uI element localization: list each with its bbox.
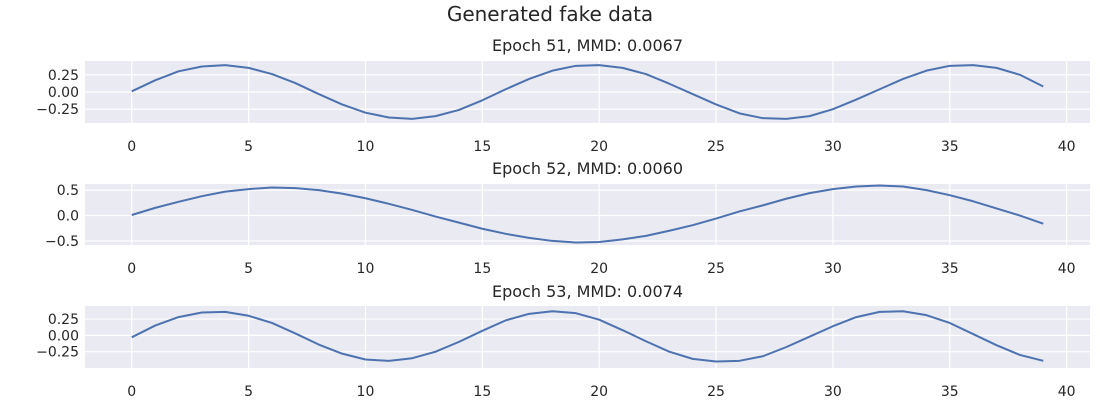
x-tick-label: 30 bbox=[824, 261, 842, 277]
y-tick-label: 0.00 bbox=[48, 328, 79, 344]
series-line bbox=[131, 310, 1044, 363]
chart-title: Epoch 51, MMD: 0.0067 bbox=[492, 36, 683, 55]
x-tick-label: 5 bbox=[244, 384, 253, 400]
y-tick-label: 0.25 bbox=[48, 312, 79, 328]
x-tick-label: 35 bbox=[941, 139, 959, 155]
x-tick-label: 25 bbox=[707, 139, 725, 155]
plot-area bbox=[85, 306, 1090, 368]
y-tick-label: 0.5 bbox=[57, 183, 79, 199]
x-tick-label: 20 bbox=[590, 384, 608, 400]
y-tick-label: −0.25 bbox=[36, 345, 79, 361]
x-tick-label: 0 bbox=[127, 384, 136, 400]
x-tick-label: 20 bbox=[590, 139, 608, 155]
figure-title: Generated fake data bbox=[446, 2, 654, 26]
x-tick-label: 15 bbox=[473, 261, 491, 277]
chart-2: 0 5 10 15 20 25 30 35 40 0.5 0.0 −0.5 Epoch 52, MMD:… bbox=[45, 159, 1090, 277]
x-tick-label: 0 bbox=[127, 261, 136, 277]
x-tick-label: 40 bbox=[1058, 139, 1076, 155]
series-line bbox=[131, 184, 1044, 244]
x-tick-label: 15 bbox=[473, 384, 491, 400]
y-tick-label: −0.25 bbox=[36, 102, 79, 118]
series-line bbox=[131, 64, 1044, 120]
x-tick-label: 30 bbox=[824, 384, 842, 400]
x-tick-label: 10 bbox=[357, 384, 375, 400]
x-tick-label: 20 bbox=[590, 261, 608, 277]
y-tick-label: 0.0 bbox=[57, 209, 79, 225]
chart-title: Epoch 53, MMD: 0.0074 bbox=[492, 282, 683, 301]
x-tick-label: 35 bbox=[941, 384, 959, 400]
x-tick-label: 40 bbox=[1058, 261, 1076, 277]
x-tick-label: 5 bbox=[244, 261, 253, 277]
y-tick-label: 0.00 bbox=[48, 85, 79, 101]
chart-title: Epoch 52, MMD: 0.0060 bbox=[492, 159, 683, 178]
x-tick-label: 35 bbox=[941, 261, 959, 277]
chart-3: 0 5 10 15 20 25 30 35 40 0.250.00−0.25 Epoch 53, M… bbox=[36, 282, 1090, 400]
x-tick-label: 10 bbox=[357, 139, 375, 155]
x-tick-label: 25 bbox=[707, 384, 725, 400]
x-tick-label: 0 bbox=[127, 139, 136, 155]
x-tick-label: 25 bbox=[707, 261, 725, 277]
chart-1: 0 5 10 15 20 25 30 35 40 0.250.00−0.25 Epoch 51, M… bbox=[36, 36, 1090, 155]
y-tick-label: −0.5 bbox=[45, 234, 79, 250]
x-tick-label: 15 bbox=[473, 139, 491, 155]
x-tick-label: 40 bbox=[1058, 384, 1076, 400]
plot-area bbox=[85, 184, 1090, 245]
x-tick-label: 10 bbox=[357, 261, 375, 277]
x-tick-label: 5 bbox=[244, 139, 253, 155]
x-tick-label: 30 bbox=[824, 139, 842, 155]
y-tick-label: 0.25 bbox=[48, 68, 79, 84]
